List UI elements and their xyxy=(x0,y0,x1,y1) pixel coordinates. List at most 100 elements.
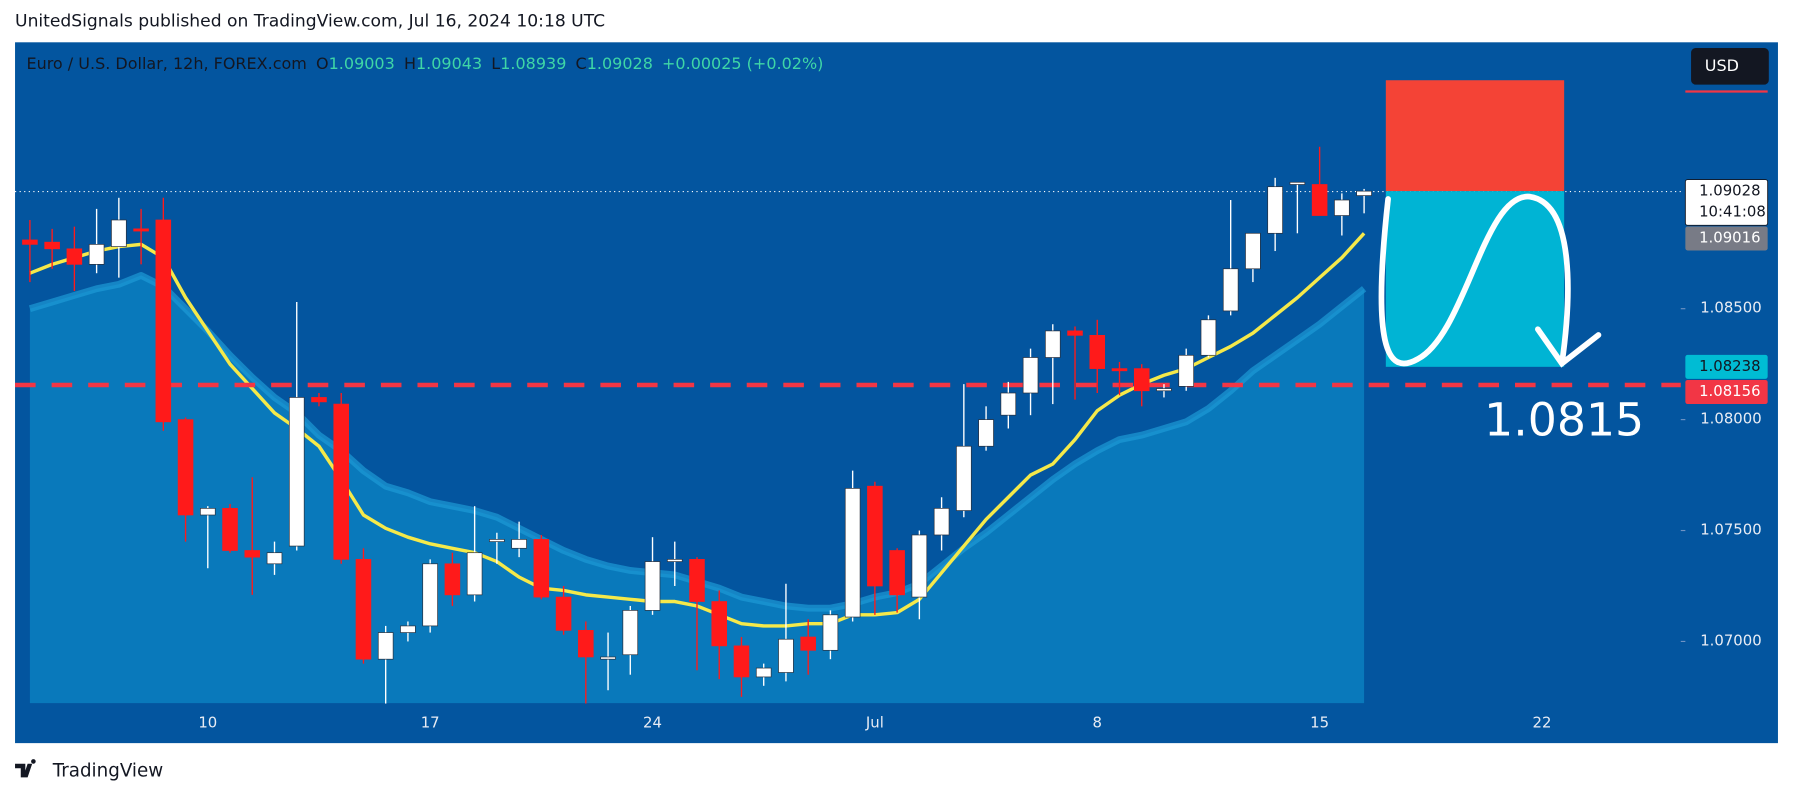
candle-body xyxy=(711,601,728,647)
price-label: 1.09028 xyxy=(1699,182,1760,200)
candle-body xyxy=(733,645,750,678)
candle-body xyxy=(1289,181,1306,185)
candle-body xyxy=(111,219,127,247)
price-label-box xyxy=(1685,379,1768,404)
candle-body xyxy=(1178,354,1194,387)
price-label: 1.09016 xyxy=(1699,228,1760,246)
price-label-time: 10:41:08 xyxy=(1699,203,1766,221)
x-tick-label: 10 xyxy=(198,714,217,732)
candle-body xyxy=(66,248,83,265)
candle-body xyxy=(22,239,38,245)
currency-label: USD xyxy=(1705,56,1739,75)
candle-body xyxy=(644,561,661,611)
x-tick-label: Jul xyxy=(865,714,884,732)
y-tick-label: 1.08500 xyxy=(1700,299,1761,317)
x-tick-label: 22 xyxy=(1533,714,1552,732)
candle-body xyxy=(1067,330,1083,336)
ohlc-key: O xyxy=(316,54,329,73)
candle-body xyxy=(822,614,839,651)
x-tick-label: 8 xyxy=(1093,714,1102,732)
ohlc-value: 1.09028 xyxy=(587,54,653,73)
y-tick-label: 1.07500 xyxy=(1700,521,1761,539)
candle-body xyxy=(1245,232,1261,270)
candle-body xyxy=(978,419,994,447)
x-tick-label: 17 xyxy=(421,714,440,732)
candle-body xyxy=(44,241,60,250)
candle-body xyxy=(1022,357,1039,394)
candle-body xyxy=(666,559,683,562)
price-label: 1.08238 xyxy=(1699,357,1760,375)
candle-body xyxy=(266,552,283,565)
candle-body xyxy=(1089,334,1106,369)
price-label-box xyxy=(1685,354,1768,379)
y-tick-label: 1.08000 xyxy=(1700,410,1761,428)
candle-body xyxy=(400,625,416,633)
position-stop xyxy=(1385,80,1565,192)
ohlc-key: H xyxy=(404,54,416,73)
candle-body xyxy=(222,508,238,551)
candle-body xyxy=(88,244,105,265)
candle-body xyxy=(956,445,972,511)
candle-body xyxy=(555,596,572,631)
candle-body xyxy=(622,610,639,656)
candle-body xyxy=(911,534,928,598)
candle-body xyxy=(444,563,461,596)
price-label: 1.08156 xyxy=(1699,382,1760,400)
candle-body xyxy=(1200,319,1217,356)
annotation: 1.0815 xyxy=(1484,394,1644,447)
candle-body xyxy=(1222,268,1239,312)
candle-body xyxy=(1045,330,1061,358)
ohlc-value: 1.08939 xyxy=(500,54,566,73)
candle-body xyxy=(1000,392,1017,416)
candle-body xyxy=(177,419,194,516)
candle-body xyxy=(867,485,883,587)
candle-body xyxy=(778,638,794,673)
header: UnitedSignals published on TradingView.c… xyxy=(15,12,605,32)
ohlc-value: 1.09003 xyxy=(329,54,395,73)
candle-body xyxy=(466,552,483,596)
symbol-title: Euro / U.S. Dollar, 12h, FOREX.com xyxy=(26,54,306,73)
footer: TradingView xyxy=(52,761,164,782)
candle-body xyxy=(1267,186,1283,234)
price-label-box xyxy=(1684,179,1769,226)
candle-body xyxy=(133,228,149,232)
candle-body xyxy=(889,550,905,596)
position-target xyxy=(1385,191,1565,367)
candle-body xyxy=(689,559,705,602)
change: +0.00025 (+0.02%) xyxy=(662,54,823,73)
candle-body xyxy=(755,667,772,678)
candle-body xyxy=(311,397,327,403)
x-tick-label: 24 xyxy=(643,714,662,732)
currency-button[interactable] xyxy=(1691,48,1769,85)
candle-body xyxy=(155,219,172,423)
ohlc-key: L xyxy=(491,54,500,73)
x-tick-label: 15 xyxy=(1310,714,1329,732)
candle-body xyxy=(600,656,616,660)
candle-body xyxy=(1133,368,1150,392)
candle-body xyxy=(422,563,438,627)
drawn-arrow xyxy=(1378,193,1602,368)
candle-body xyxy=(288,397,305,547)
candle-body xyxy=(533,539,550,598)
candle-body xyxy=(244,550,261,558)
ohlc-key: C xyxy=(576,54,587,73)
candle-body xyxy=(800,636,816,651)
candle-body xyxy=(1311,184,1328,216)
candle-body xyxy=(844,488,861,618)
candle-body xyxy=(578,630,594,658)
candle-body xyxy=(511,539,527,549)
candle-body xyxy=(1356,190,1372,196)
y-tick-label: 1.07000 xyxy=(1700,631,1761,649)
chart-legend: Euro / U.S. Dollar, 12h, FOREX.com O1.090… xyxy=(26,54,823,73)
candle-body xyxy=(1334,199,1350,216)
candle-body xyxy=(933,508,950,536)
candle-body xyxy=(200,508,216,516)
price-label-box xyxy=(1685,226,1768,251)
candle-body xyxy=(1156,388,1172,392)
ohlc-value: 1.09043 xyxy=(416,54,482,73)
candle-body xyxy=(333,403,349,560)
footer-logo xyxy=(15,759,36,778)
candle-body xyxy=(377,632,394,660)
